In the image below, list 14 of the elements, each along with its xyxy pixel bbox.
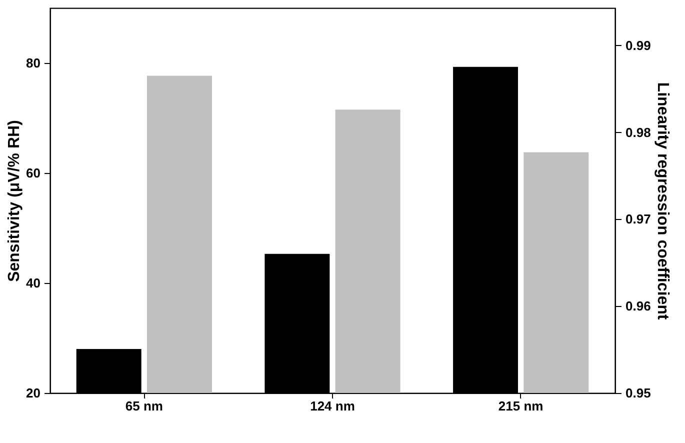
y-tick-label: 20 [26,386,40,400]
y2-tick-label: 0.99 [626,38,651,53]
y2-tick-label: 0.96 [626,298,651,314]
x-tick-label: 215 nm [498,398,544,414]
x-tick-label: 124 nm [310,398,355,414]
y-tick-label: 40 [26,276,40,290]
x-tick-label: 65 nm [125,398,163,414]
y2-tick-label: 0.97 [626,212,651,227]
y2-tick-label: 0.98 [626,124,651,140]
y2-axis-title: Linearity regression coefficient [654,82,671,320]
y-axis-title: Sensitivity (μV/% RH) [6,120,24,282]
y-tick-label: 80 [26,56,40,70]
y2-tick-label: 0.95 [626,386,651,400]
y-tick-label: 60 [26,166,40,180]
